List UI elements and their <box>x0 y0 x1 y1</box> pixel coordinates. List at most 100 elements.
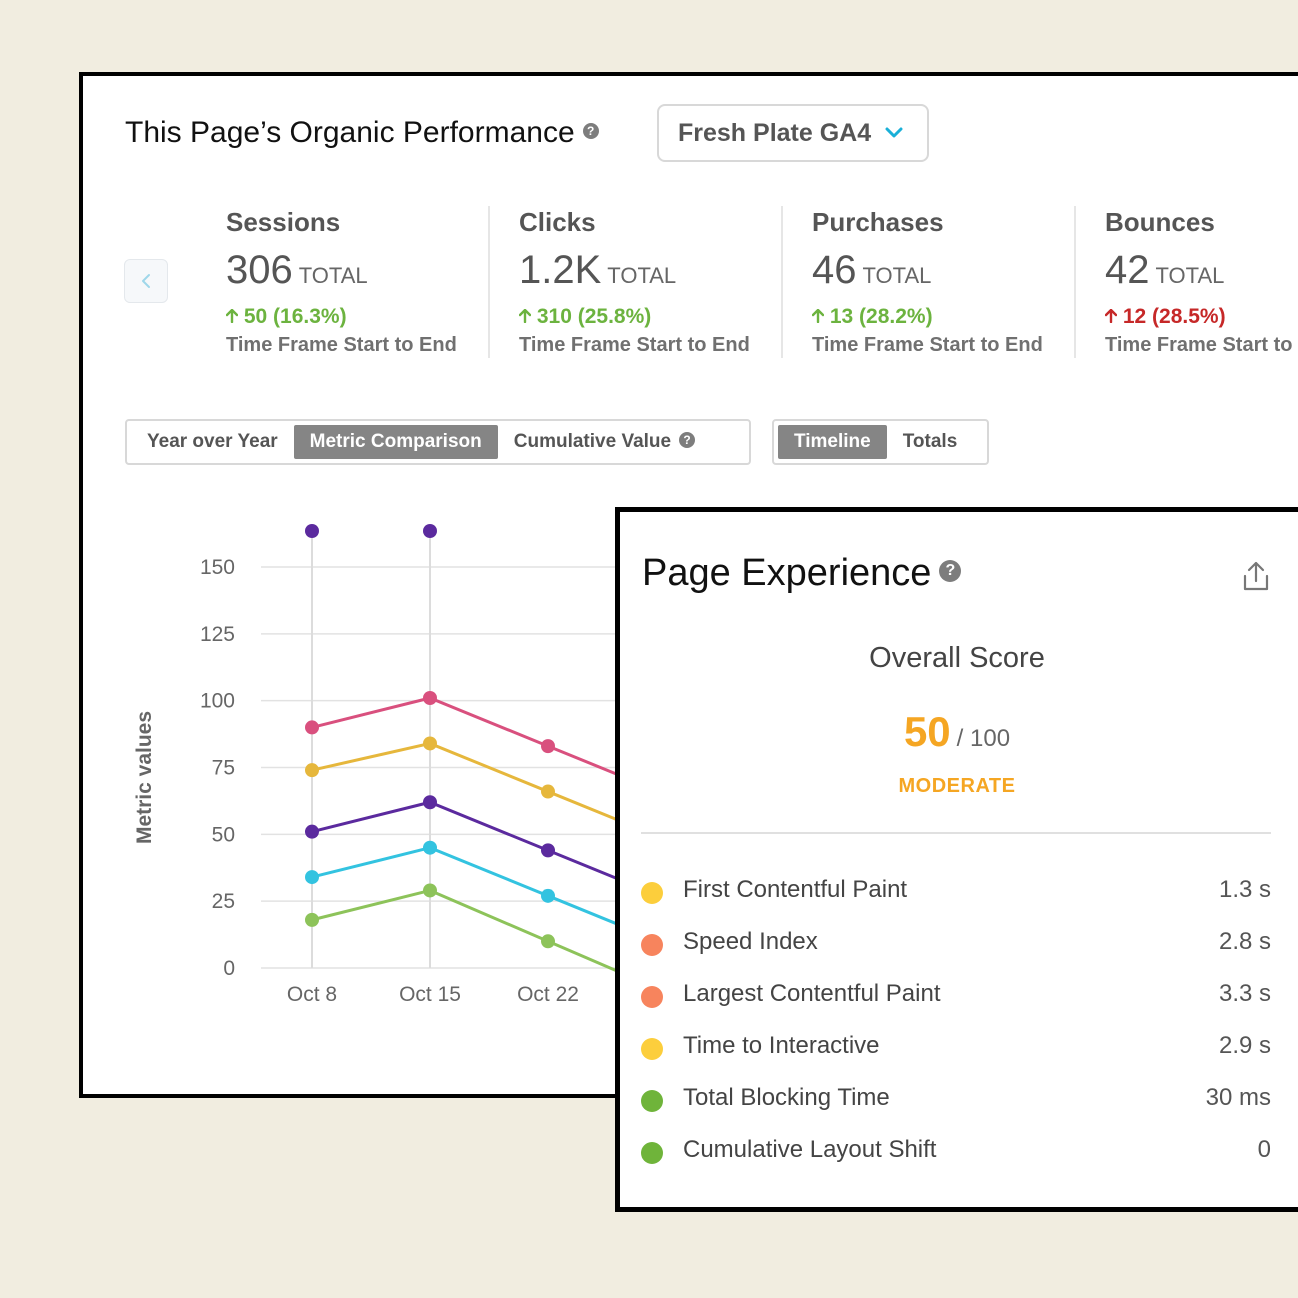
metric-change: 310 (25.8%) <box>518 305 651 329</box>
help-icon[interactable]: ? <box>582 123 599 140</box>
arrow-up-icon <box>518 308 532 324</box>
status-dot <box>641 1142 663 1164</box>
y-tick-label: 75 <box>212 757 235 780</box>
metric-subtitle: Time Frame Start to End <box>519 334 750 356</box>
data-point[interactable] <box>305 720 319 735</box>
experience-metric-value: 3.3 s <box>1218 980 1271 1007</box>
status-dot <box>641 1090 663 1112</box>
series-line <box>311 888 621 974</box>
tab-year-over-year[interactable]: Year over Year <box>147 431 278 452</box>
experience-metric-row: Largest Contentful Paint 3.3 s <box>641 978 1271 1018</box>
y-tick-label: 0 <box>223 957 235 980</box>
experience-metric-label: Largest Contentful Paint <box>683 980 941 1007</box>
experience-metric-row: Total Blocking Time 30 ms <box>641 1082 1271 1122</box>
annotation-marker[interactable] <box>305 524 319 538</box>
divider <box>641 832 1271 834</box>
chevron-left-icon <box>142 274 150 288</box>
performance-title: This Page’s Organic Performance? <box>125 116 599 150</box>
experience-metric-value: 0 <box>1257 1136 1271 1163</box>
status-dot <box>641 882 663 904</box>
metric-subtitle: Time Frame Start to End <box>226 334 457 356</box>
metric-unit: TOTAL <box>862 263 932 288</box>
chart-labels: 0 25 50 75 100 125 150 Oct 8 Oct 15 Oct 22 Metric … <box>133 556 579 1006</box>
metric-name: Bounces <box>1105 207 1215 237</box>
status-dot <box>641 934 663 956</box>
experience-metric-row: Speed Index 2.8 s <box>641 926 1271 966</box>
experience-metric-value: 2.8 s <box>1218 928 1271 955</box>
property-select[interactable]: Fresh Plate GA4 <box>657 104 929 162</box>
data-point[interactable] <box>423 883 437 898</box>
series-line <box>311 800 621 882</box>
status-dot <box>641 986 663 1008</box>
arrow-up-icon <box>225 308 239 324</box>
property-select-value: Fresh Plate GA4 <box>678 118 872 147</box>
tab-metric-comparison[interactable]: Metric Comparison <box>293 425 498 459</box>
y-axis-label: Metric values <box>133 711 156 844</box>
metric-subtitle: Time Frame Start to <box>1105 334 1293 356</box>
y-tick-label: 150 <box>200 556 235 579</box>
experience-metric-label: Total Blocking Time <box>683 1084 890 1111</box>
metric-value: 42 <box>1105 248 1150 292</box>
annotation-marker[interactable] <box>423 524 437 538</box>
y-tick-label: 100 <box>200 690 235 713</box>
metric-name: Sessions <box>226 207 341 237</box>
share-icon[interactable] <box>1240 560 1272 592</box>
metric-unit: TOTAL <box>298 263 368 288</box>
experience-metric-row: First Contentful Paint 1.3 s <box>641 874 1271 914</box>
data-point[interactable] <box>423 840 437 855</box>
help-icon[interactable]: ? <box>939 559 962 582</box>
data-point[interactable] <box>305 824 319 839</box>
experience-metric-label: Time to Interactive <box>683 1032 880 1059</box>
data-point[interactable] <box>541 843 555 858</box>
data-point[interactable] <box>541 739 555 754</box>
metric-name: Clicks <box>519 207 596 237</box>
data-point[interactable] <box>423 690 437 705</box>
tab-totals[interactable]: Totals <box>902 431 958 452</box>
tab-timeline[interactable]: Timeline <box>778 425 887 459</box>
data-point[interactable] <box>541 934 555 949</box>
y-tick-label: 25 <box>212 890 235 913</box>
y-tick-label: 125 <box>200 623 235 646</box>
experience-metric-label: Cumulative Layout Shift <box>683 1136 937 1163</box>
metric-change: 12 (28.5%) <box>1104 305 1226 329</box>
data-point[interactable] <box>305 763 319 778</box>
series-line <box>311 741 621 823</box>
experience-metric-row: Cumulative Layout Shift 0 <box>641 1134 1271 1174</box>
metric-divider <box>488 206 490 358</box>
data-point[interactable] <box>423 795 437 810</box>
score-max: / 100 <box>956 725 1011 752</box>
chart-series <box>305 690 621 974</box>
metric-total: 42 TOTAL <box>1105 248 1224 293</box>
metric-name: Purchases <box>812 207 944 237</box>
series-line <box>311 846 621 927</box>
metric-divider <box>781 206 783 358</box>
data-point[interactable] <box>305 912 319 927</box>
data-point[interactable] <box>541 888 555 903</box>
arrow-up-icon <box>811 308 825 324</box>
data-point[interactable] <box>423 736 437 751</box>
view-mode-tabs: Timeline Totals <box>772 419 989 465</box>
experience-metric-label: Speed Index <box>683 928 818 955</box>
help-icon[interactable]: ? <box>679 431 696 448</box>
series-line <box>311 696 621 777</box>
metric-value: 1.2K <box>519 248 602 292</box>
metric-subtitle: Time Frame Start to End <box>812 334 1043 356</box>
overall-score-label: Overall Score <box>869 642 1045 674</box>
experience-metric-value: 2.9 s <box>1218 1032 1271 1059</box>
experience-metric-row: Time to Interactive 2.9 s <box>641 1030 1271 1070</box>
metric-total: 306 TOTAL <box>226 248 368 293</box>
metric-unit: TOTAL <box>1155 263 1225 288</box>
experience-title: Page Experience? <box>642 552 962 595</box>
metric-unit: TOTAL <box>607 263 677 288</box>
experience-metric-value: 30 ms <box>1205 1084 1271 1111</box>
experience-metric-value: 1.3 s <box>1218 876 1271 903</box>
metrics-prev-button[interactable] <box>124 259 168 303</box>
data-point[interactable] <box>541 784 555 799</box>
metric-value: 46 <box>812 248 857 292</box>
chevron-down-icon <box>885 127 903 138</box>
metric-total: 1.2K TOTAL <box>519 248 676 293</box>
tab-cumulative-value[interactable]: Cumulative Value? <box>498 425 696 459</box>
data-point[interactable] <box>305 870 319 885</box>
overall-score: 50/ 100 <box>620 708 1294 756</box>
x-tick-label: Oct 15 <box>399 983 461 1006</box>
